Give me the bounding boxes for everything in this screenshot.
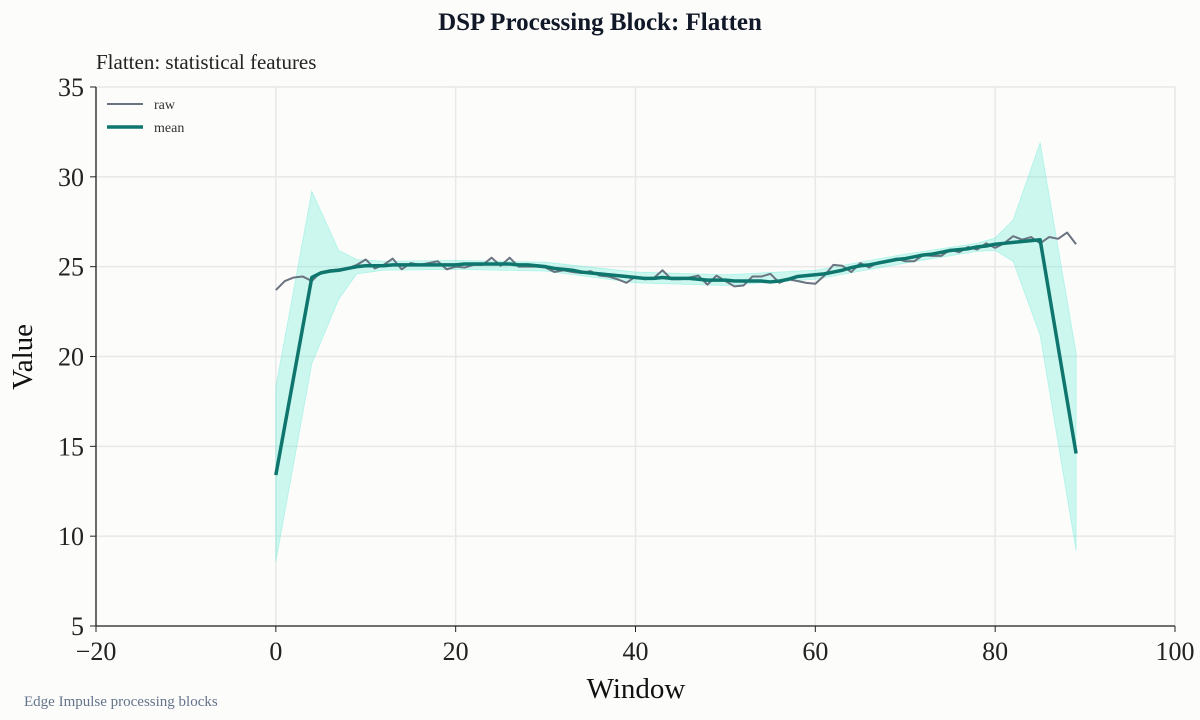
legend: raw mean xyxy=(107,98,184,136)
x-tick-label: 80 xyxy=(982,637,1008,666)
chart-title: DSP Processing Block: Flatten xyxy=(438,9,762,36)
gridlines xyxy=(95,86,1176,627)
x-tick-label: 40 xyxy=(623,637,649,666)
x-tick-label: 100 xyxy=(1156,637,1195,666)
x-tick-label: 60 xyxy=(802,637,828,666)
chart-subtitle: Flatten: statistical features xyxy=(96,50,316,74)
y-tick-label: 20 xyxy=(58,343,84,372)
y-axis-label: Value xyxy=(7,324,39,390)
y-tick-label: 5 xyxy=(71,612,84,641)
footer-note: Edge Impulse processing blocks xyxy=(24,694,218,710)
std-band-area xyxy=(275,141,1077,562)
y-tick-label: 25 xyxy=(58,253,84,282)
x-tick-label: 0 xyxy=(269,637,282,666)
tick-labels: −20 0 20 40 60 80 100 5 10 15 20 25 30 35 xyxy=(58,73,1195,666)
x-tick-label: 20 xyxy=(443,637,469,666)
y-tick-label: 30 xyxy=(58,163,84,192)
std-band xyxy=(275,141,1077,562)
legend-label-mean: mean xyxy=(154,121,184,136)
mean-series-line xyxy=(274,237,1078,476)
y-tick-label: 10 xyxy=(58,522,84,551)
y-tick-label: 15 xyxy=(58,432,84,461)
legend-label-raw: raw xyxy=(154,98,176,113)
x-tick-label: −20 xyxy=(76,637,117,666)
y-tick-label: 35 xyxy=(58,73,84,102)
x-axis-label: Window xyxy=(587,673,686,705)
series-lines xyxy=(274,231,1078,476)
